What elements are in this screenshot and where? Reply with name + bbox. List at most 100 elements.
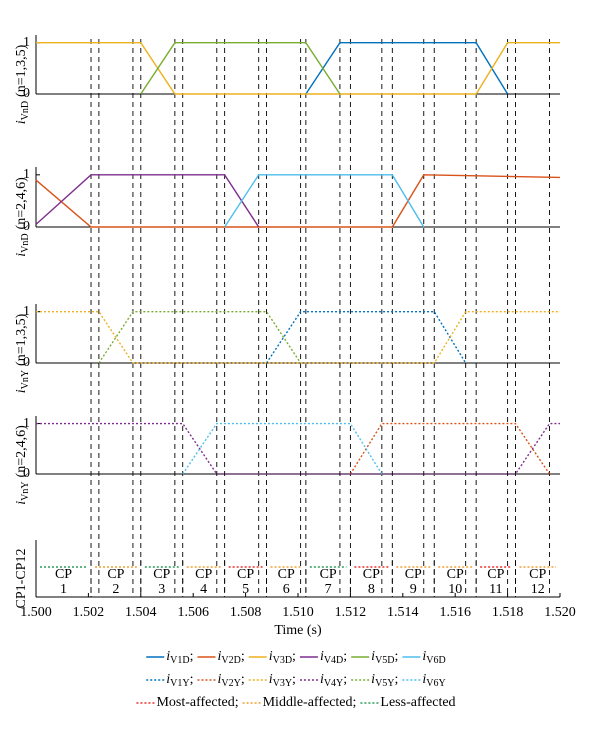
legend-separator: ; <box>353 695 357 710</box>
y-tick-label: 1 <box>23 35 30 50</box>
legend-label: iV1Y; <box>166 672 193 689</box>
x-tick-label: 1.520 <box>544 605 576 620</box>
series-line <box>36 311 560 364</box>
legend-sub: V2D <box>221 655 240 666</box>
x-tick-label: 1.502 <box>73 605 105 620</box>
label-symbol: i <box>14 389 29 393</box>
legend-row: Most-affected; Middle-affected; Less-affec… <box>136 695 456 710</box>
cp-number: 9 <box>410 582 417 597</box>
legend-separator: ; <box>395 649 399 664</box>
cp-prefix: CP <box>405 567 422 582</box>
legend-label: Less-affected <box>380 695 455 710</box>
x-tick-label: 1.506 <box>177 605 209 620</box>
label-sub: VnY <box>20 481 31 500</box>
x-tick-label: 1.516 <box>439 605 471 620</box>
x-tick-label: 1.500 <box>20 605 52 620</box>
x-tick-label: 1.504 <box>125 605 157 620</box>
series-line <box>36 42 560 95</box>
series-line <box>349 422 551 475</box>
legend-separator: ; <box>190 649 194 664</box>
x-tick-label: 1.518 <box>492 605 524 620</box>
legend-sub: V4Y <box>324 678 343 689</box>
legend-separator: ; <box>241 672 245 687</box>
cp-number: 2 <box>112 582 119 597</box>
legend-separator: ; <box>395 672 399 687</box>
legend-label: iV2Y; <box>217 672 244 689</box>
legend-sub: V3D <box>273 655 292 666</box>
label-note: (n=1,3,5) <box>14 44 29 97</box>
y-tick-label: 1 <box>23 167 30 182</box>
legend-separator: ; <box>235 695 239 710</box>
legend-label: iV6Y <box>422 672 445 689</box>
cp-prefix: CP <box>107 567 124 582</box>
label-sub: VnD <box>20 101 31 120</box>
y-axis-label: CP1-CP12 <box>14 549 29 609</box>
legend-label: iV6D <box>422 649 445 666</box>
cp-prefix: CP <box>278 567 295 582</box>
x-tick-label: 1.514 <box>387 605 419 620</box>
legend-symbol: i <box>217 649 221 664</box>
legend-row: iV1D; iV2D; iV3D; iV4D; iV5D; iV6D <box>146 649 446 666</box>
cp-number: 12 <box>531 582 545 597</box>
legend-symbol: i <box>320 649 324 664</box>
y-axis-label: iVnY (n=2,4,6) <box>14 425 31 505</box>
cp-prefix: CP <box>487 567 504 582</box>
legend-symbol: i <box>166 649 170 664</box>
label-note: (n=1,3,5) <box>14 313 29 366</box>
cp-prefix: CP <box>195 567 212 582</box>
legend-symbol: i <box>320 672 324 687</box>
legend-label: iV5D; <box>371 649 398 666</box>
legend-name: Most-affected <box>156 695 234 710</box>
legend-separator: ; <box>190 672 194 687</box>
y-tick-label: 1 <box>23 304 30 319</box>
legend-name: Less-affected <box>380 695 455 710</box>
label-sub: VnD <box>20 233 31 252</box>
legend-sub: V5Y <box>375 678 394 689</box>
legend-label: iV3Y; <box>269 672 296 689</box>
legend-symbol: i <box>217 672 221 687</box>
cp-prefix: CP <box>320 567 337 582</box>
label-note: (n=2,4,6) <box>14 177 29 230</box>
legend-label: iV1D; <box>166 649 193 666</box>
legend-sub: V4D <box>324 655 343 666</box>
legend-sub: V2Y <box>221 678 240 689</box>
cp-number: 10 <box>448 582 462 597</box>
series-line <box>35 174 260 228</box>
cp-number: 3 <box>158 582 165 597</box>
cp-number: 4 <box>200 582 207 597</box>
legend-label: iV2D; <box>217 649 244 666</box>
legend-separator: ; <box>343 672 347 687</box>
cp-number: 6 <box>283 582 290 597</box>
y-tick-label: 0 <box>23 86 30 101</box>
label-symbol: i <box>14 253 29 257</box>
legend-sub: V1Y <box>170 678 189 689</box>
x-axis-label: Time (s) <box>274 623 322 638</box>
x-tick-label: 1.510 <box>282 605 314 620</box>
legend-label: iV3D; <box>269 649 296 666</box>
series-line <box>140 42 341 95</box>
series-line <box>224 174 425 228</box>
cp-number: 5 <box>242 582 249 597</box>
cp-number: 11 <box>489 582 502 597</box>
legend-label: iV4D; <box>320 649 347 666</box>
legend-sub: V1D <box>170 655 189 666</box>
label-sub: VnY <box>20 370 31 389</box>
y-tick-label: 0 <box>23 355 30 370</box>
cp-prefix: CP <box>447 567 464 582</box>
x-tick-label: 1.512 <box>335 605 367 620</box>
legend-label: iV5Y; <box>371 672 398 689</box>
cp-prefix: CP <box>55 567 72 582</box>
cp-prefix: CP <box>237 567 254 582</box>
x-tick-label: 1.508 <box>230 605 262 620</box>
y-axis-label: iVnD (n=2,4,6) <box>14 177 31 257</box>
series-line <box>98 311 302 364</box>
y-tick-label: 1 <box>23 416 30 431</box>
legend-separator: ; <box>292 649 296 664</box>
legend-symbol: i <box>269 672 273 687</box>
legend-sub: V6D <box>426 655 445 666</box>
cp-number: 7 <box>325 582 332 597</box>
legend-separator: ; <box>292 672 296 687</box>
label-note: (n=2,4,6) <box>14 425 29 478</box>
legend-separator: ; <box>343 649 347 664</box>
